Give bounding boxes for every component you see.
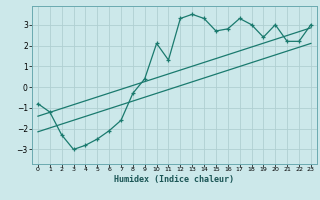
X-axis label: Humidex (Indice chaleur): Humidex (Indice chaleur): [115, 175, 234, 184]
